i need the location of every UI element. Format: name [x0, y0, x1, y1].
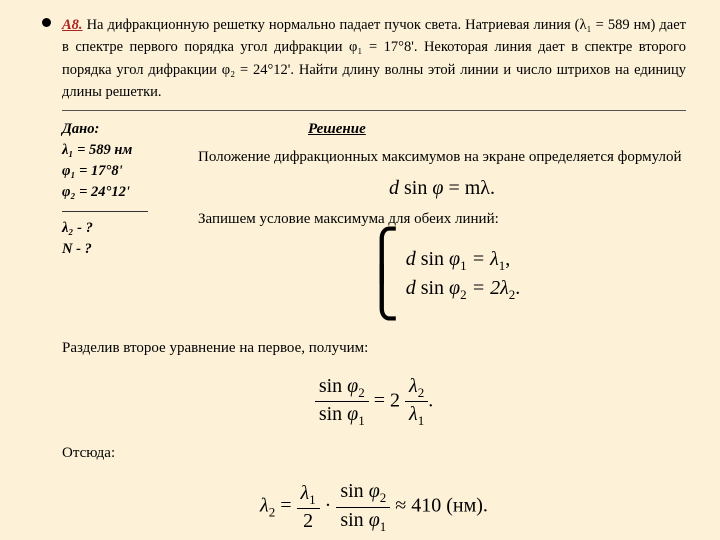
given-line: φ₂ = 24°12'	[62, 182, 180, 203]
formula-result: λ2 = λ1 2 · sin φ2 sin φ1 ≈ 410 (нм).	[62, 480, 686, 534]
f1-d: d	[389, 177, 399, 199]
given-block: Дано: λ₁ = 589 нм φ₁ = 17°8' φ₂ = 24°12'…	[62, 119, 180, 323]
bullet-icon	[42, 18, 51, 27]
given-line: φ₁ = 17°8'	[62, 161, 180, 182]
sys-line2: d sin φ2 = 2λ2.	[406, 275, 521, 304]
problem-id: А8.	[62, 17, 83, 33]
frac-3: λ1 2	[297, 482, 320, 532]
solution-column: Решение Положение дифракционных максимум…	[198, 119, 686, 323]
problem-text: На дифракционную решетку нормально падае…	[62, 17, 686, 100]
document-page: А8. На дифракционную решетку нормально п…	[0, 0, 720, 540]
sys-line1: d sin φ1 = λ1,	[406, 246, 521, 275]
frac-2: λ2 λ1	[405, 375, 428, 429]
solution-p3: Разделив второе уравнение на первое, пол…	[62, 338, 686, 360]
solution-p2: Запишем условие максимума для обеих лини…	[198, 209, 686, 231]
formula-main: d sin φ = mλ.	[198, 174, 686, 203]
columns: Дано: λ₁ = 589 нм φ₁ = 17°8' φ₂ = 24°12'…	[62, 119, 686, 323]
brace-icon: ⎧⎩	[364, 237, 400, 313]
frac-1: sin φ2 sin φ1	[315, 375, 369, 429]
given-line: λ₁ = 589 нм	[62, 140, 180, 161]
unit: (нм).	[441, 495, 488, 517]
given-find: N - ?	[62, 239, 180, 260]
equation-system: ⎧⎩ d sin φ1 = λ1, d sin φ2 = 2λ2.	[198, 237, 686, 313]
f1-sin: sin	[404, 177, 427, 199]
solution-title: Решение	[308, 119, 686, 141]
f1-phi: φ	[432, 177, 443, 199]
dot: .	[428, 389, 433, 411]
frac-4: sin φ2 sin φ1	[336, 480, 390, 534]
given-separator	[62, 211, 148, 212]
approx: ≈ 410	[395, 495, 441, 517]
f1-eq: = mλ.	[443, 177, 495, 199]
full-width: Разделив второе уравнение на первое, пол…	[62, 338, 686, 534]
mid-eq: = 2	[374, 389, 400, 411]
system-lines: d sin φ1 = λ1, d sin φ2 = 2λ2.	[406, 246, 521, 304]
solution-p1: Положение дифракционных максимумов на эк…	[198, 147, 686, 169]
divider	[62, 110, 686, 111]
formula-ratio: sin φ2 sin φ1 = 2 λ2 λ1 .	[62, 375, 686, 429]
given-find: λ₂ - ?	[62, 218, 180, 239]
problem-statement: А8. На дифракционную решетку нормально п…	[62, 14, 686, 104]
given-title: Дано:	[62, 119, 180, 140]
solution-p4: Отсюда:	[62, 443, 686, 465]
